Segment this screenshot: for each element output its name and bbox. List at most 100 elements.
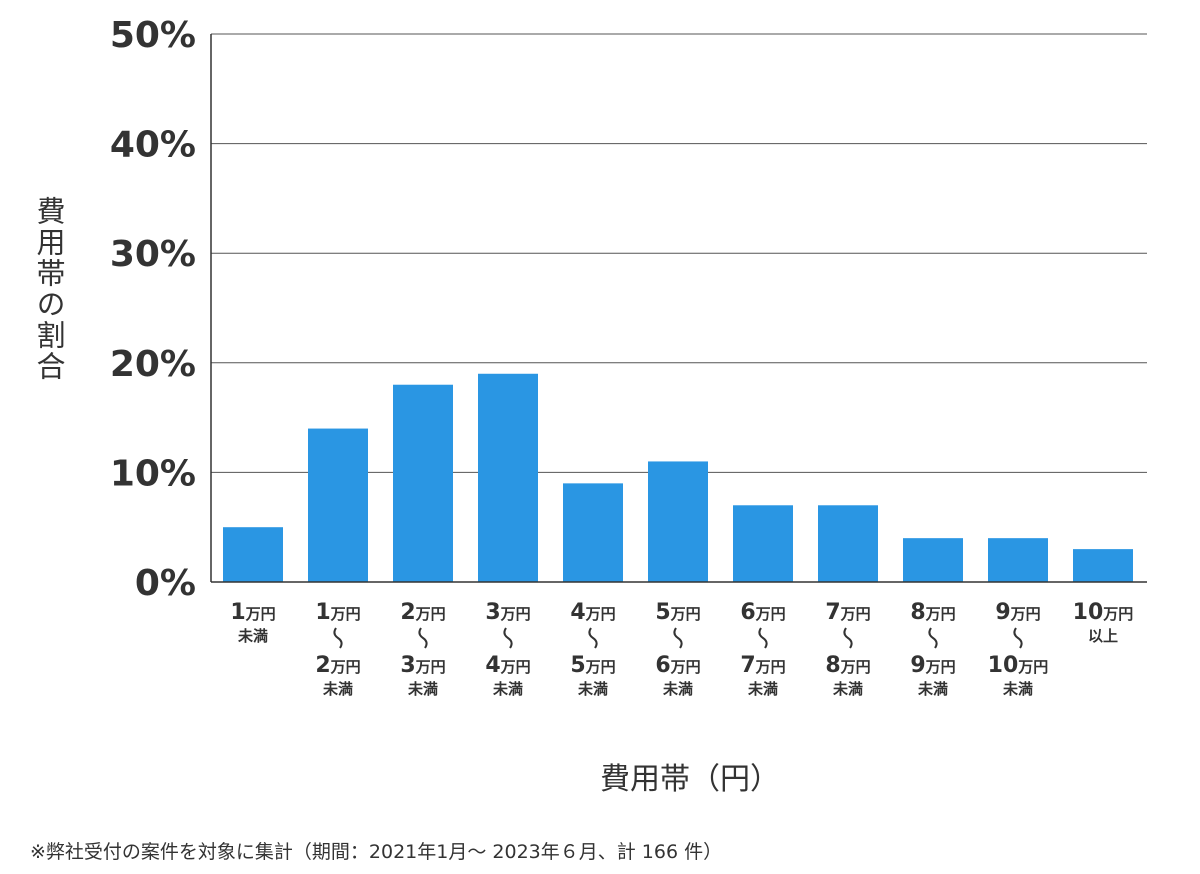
- x-tick-number: 9: [995, 600, 1010, 625]
- bar: [988, 538, 1048, 582]
- x-tick-number: 9: [910, 653, 925, 678]
- x-tick-unit: 万円: [1017, 658, 1048, 676]
- y-tick-label: 10%: [110, 453, 196, 494]
- bar: [563, 483, 623, 582]
- x-tick-suffix: 未満: [1002, 680, 1033, 698]
- y-tick-label: 0%: [135, 563, 196, 604]
- range-tilde: [843, 627, 853, 649]
- x-tick-unit: 万円: [585, 658, 616, 676]
- x-tick-number: 8: [910, 600, 925, 625]
- x-tick-amount: 8万円: [825, 653, 870, 678]
- range-tilde: [758, 627, 768, 649]
- bar: [223, 527, 283, 582]
- x-tick-suffix: 未満: [407, 680, 438, 698]
- bar: [818, 505, 878, 582]
- x-tick-number: 4: [485, 653, 500, 678]
- x-tick-suffix: 未満: [492, 680, 523, 698]
- range-tilde: [418, 627, 428, 649]
- x-tick-unit: 万円: [840, 605, 871, 623]
- x-tick-suffix: 未満: [662, 680, 693, 698]
- x-tick-suffix: 未満: [832, 680, 863, 698]
- gridlines: [211, 33, 1147, 473]
- bars: [223, 373, 1133, 582]
- x-tick-suffix: 未満: [917, 680, 948, 698]
- x-tick-amount: 2万円: [315, 653, 360, 678]
- x-tick-amount: 4万円: [485, 653, 530, 678]
- x-tick-amount: 6万円: [655, 653, 700, 678]
- x-tick-number: 5: [655, 600, 670, 625]
- x-tick-unit: 万円: [1102, 605, 1133, 623]
- x-tick-unit: 万円: [755, 605, 786, 623]
- x-tick-suffix: 以上: [1088, 627, 1118, 645]
- x-tick-number: 6: [655, 653, 670, 678]
- x-tick-number: 10: [988, 653, 1019, 678]
- y-tick-label: 50%: [110, 15, 196, 56]
- bar: [393, 384, 453, 582]
- y-tick-label: 30%: [110, 234, 196, 275]
- x-tick-number: 3: [400, 653, 415, 678]
- range-tilde: [333, 627, 343, 649]
- x-tick-amount: 1万円: [315, 600, 360, 625]
- x-tick-unit: 万円: [670, 605, 701, 623]
- x-tick-suffix: 未満: [237, 627, 268, 645]
- x-tick-unit: 万円: [500, 658, 531, 676]
- y-tick-label: 40%: [110, 125, 196, 166]
- range-tilde: [673, 627, 683, 649]
- x-tick-amount: 8万円: [910, 600, 955, 625]
- x-tick-unit: 万円: [415, 658, 446, 676]
- bar: [1073, 549, 1133, 582]
- x-tick-suffix: 未満: [322, 680, 353, 698]
- x-tick-amount: 1万円: [230, 600, 275, 625]
- x-tick-amount: 3万円: [400, 653, 445, 678]
- x-tick-amount: 4万円: [570, 600, 615, 625]
- x-axis-label: 費用帯（円）: [600, 762, 780, 797]
- bar: [308, 428, 368, 582]
- x-tick-amount: 10万円: [988, 653, 1049, 678]
- x-tick-number: 8: [825, 653, 840, 678]
- x-tick-amount: 7万円: [740, 653, 785, 678]
- x-tick-unit: 万円: [330, 605, 361, 623]
- x-tick-number: 5: [570, 653, 585, 678]
- x-tick-unit: 万円: [840, 658, 871, 676]
- x-tick-amount: 10万円: [1073, 600, 1134, 625]
- range-tilde: [1013, 627, 1023, 649]
- x-tick-amount: 9万円: [995, 600, 1040, 625]
- x-tick-unit: 万円: [925, 605, 956, 623]
- x-tick-suffix: 未満: [747, 680, 778, 698]
- x-tick-unit: 万円: [245, 605, 276, 623]
- x-tick-number: 6: [740, 600, 755, 625]
- y-axis-label: 費用帯の割合: [32, 196, 66, 382]
- x-tick-number: 2: [315, 653, 330, 678]
- x-tick-unit: 万円: [1010, 605, 1041, 623]
- bar: [648, 461, 708, 582]
- x-tick-suffix: 未満: [577, 680, 608, 698]
- y-tick-label: 20%: [110, 344, 196, 385]
- bar: [733, 505, 793, 582]
- x-tick-amount: 5万円: [570, 653, 615, 678]
- x-tick-unit: 万円: [755, 658, 786, 676]
- x-tick-unit: 万円: [330, 658, 361, 676]
- x-tick-number: 7: [740, 653, 755, 678]
- x-tick-number: 10: [1073, 600, 1104, 625]
- y-axis-ticks: 0% 10% 20% 30% 40% 50%: [110, 15, 196, 604]
- x-tick-amount: 7万円: [825, 600, 870, 625]
- axes: [210, 34, 1147, 583]
- range-tilde: [928, 627, 938, 649]
- x-tick-amount: 9万円: [910, 653, 955, 678]
- x-tick-unit: 万円: [585, 605, 616, 623]
- footnote: ※弊社受付の案件を対象に集計（期間：2021年1月～ 2023年６月、計 166…: [30, 841, 723, 863]
- x-tick-amount: 2万円: [400, 600, 445, 625]
- x-tick-unit: 万円: [415, 605, 446, 623]
- x-tick-number: 2: [400, 600, 415, 625]
